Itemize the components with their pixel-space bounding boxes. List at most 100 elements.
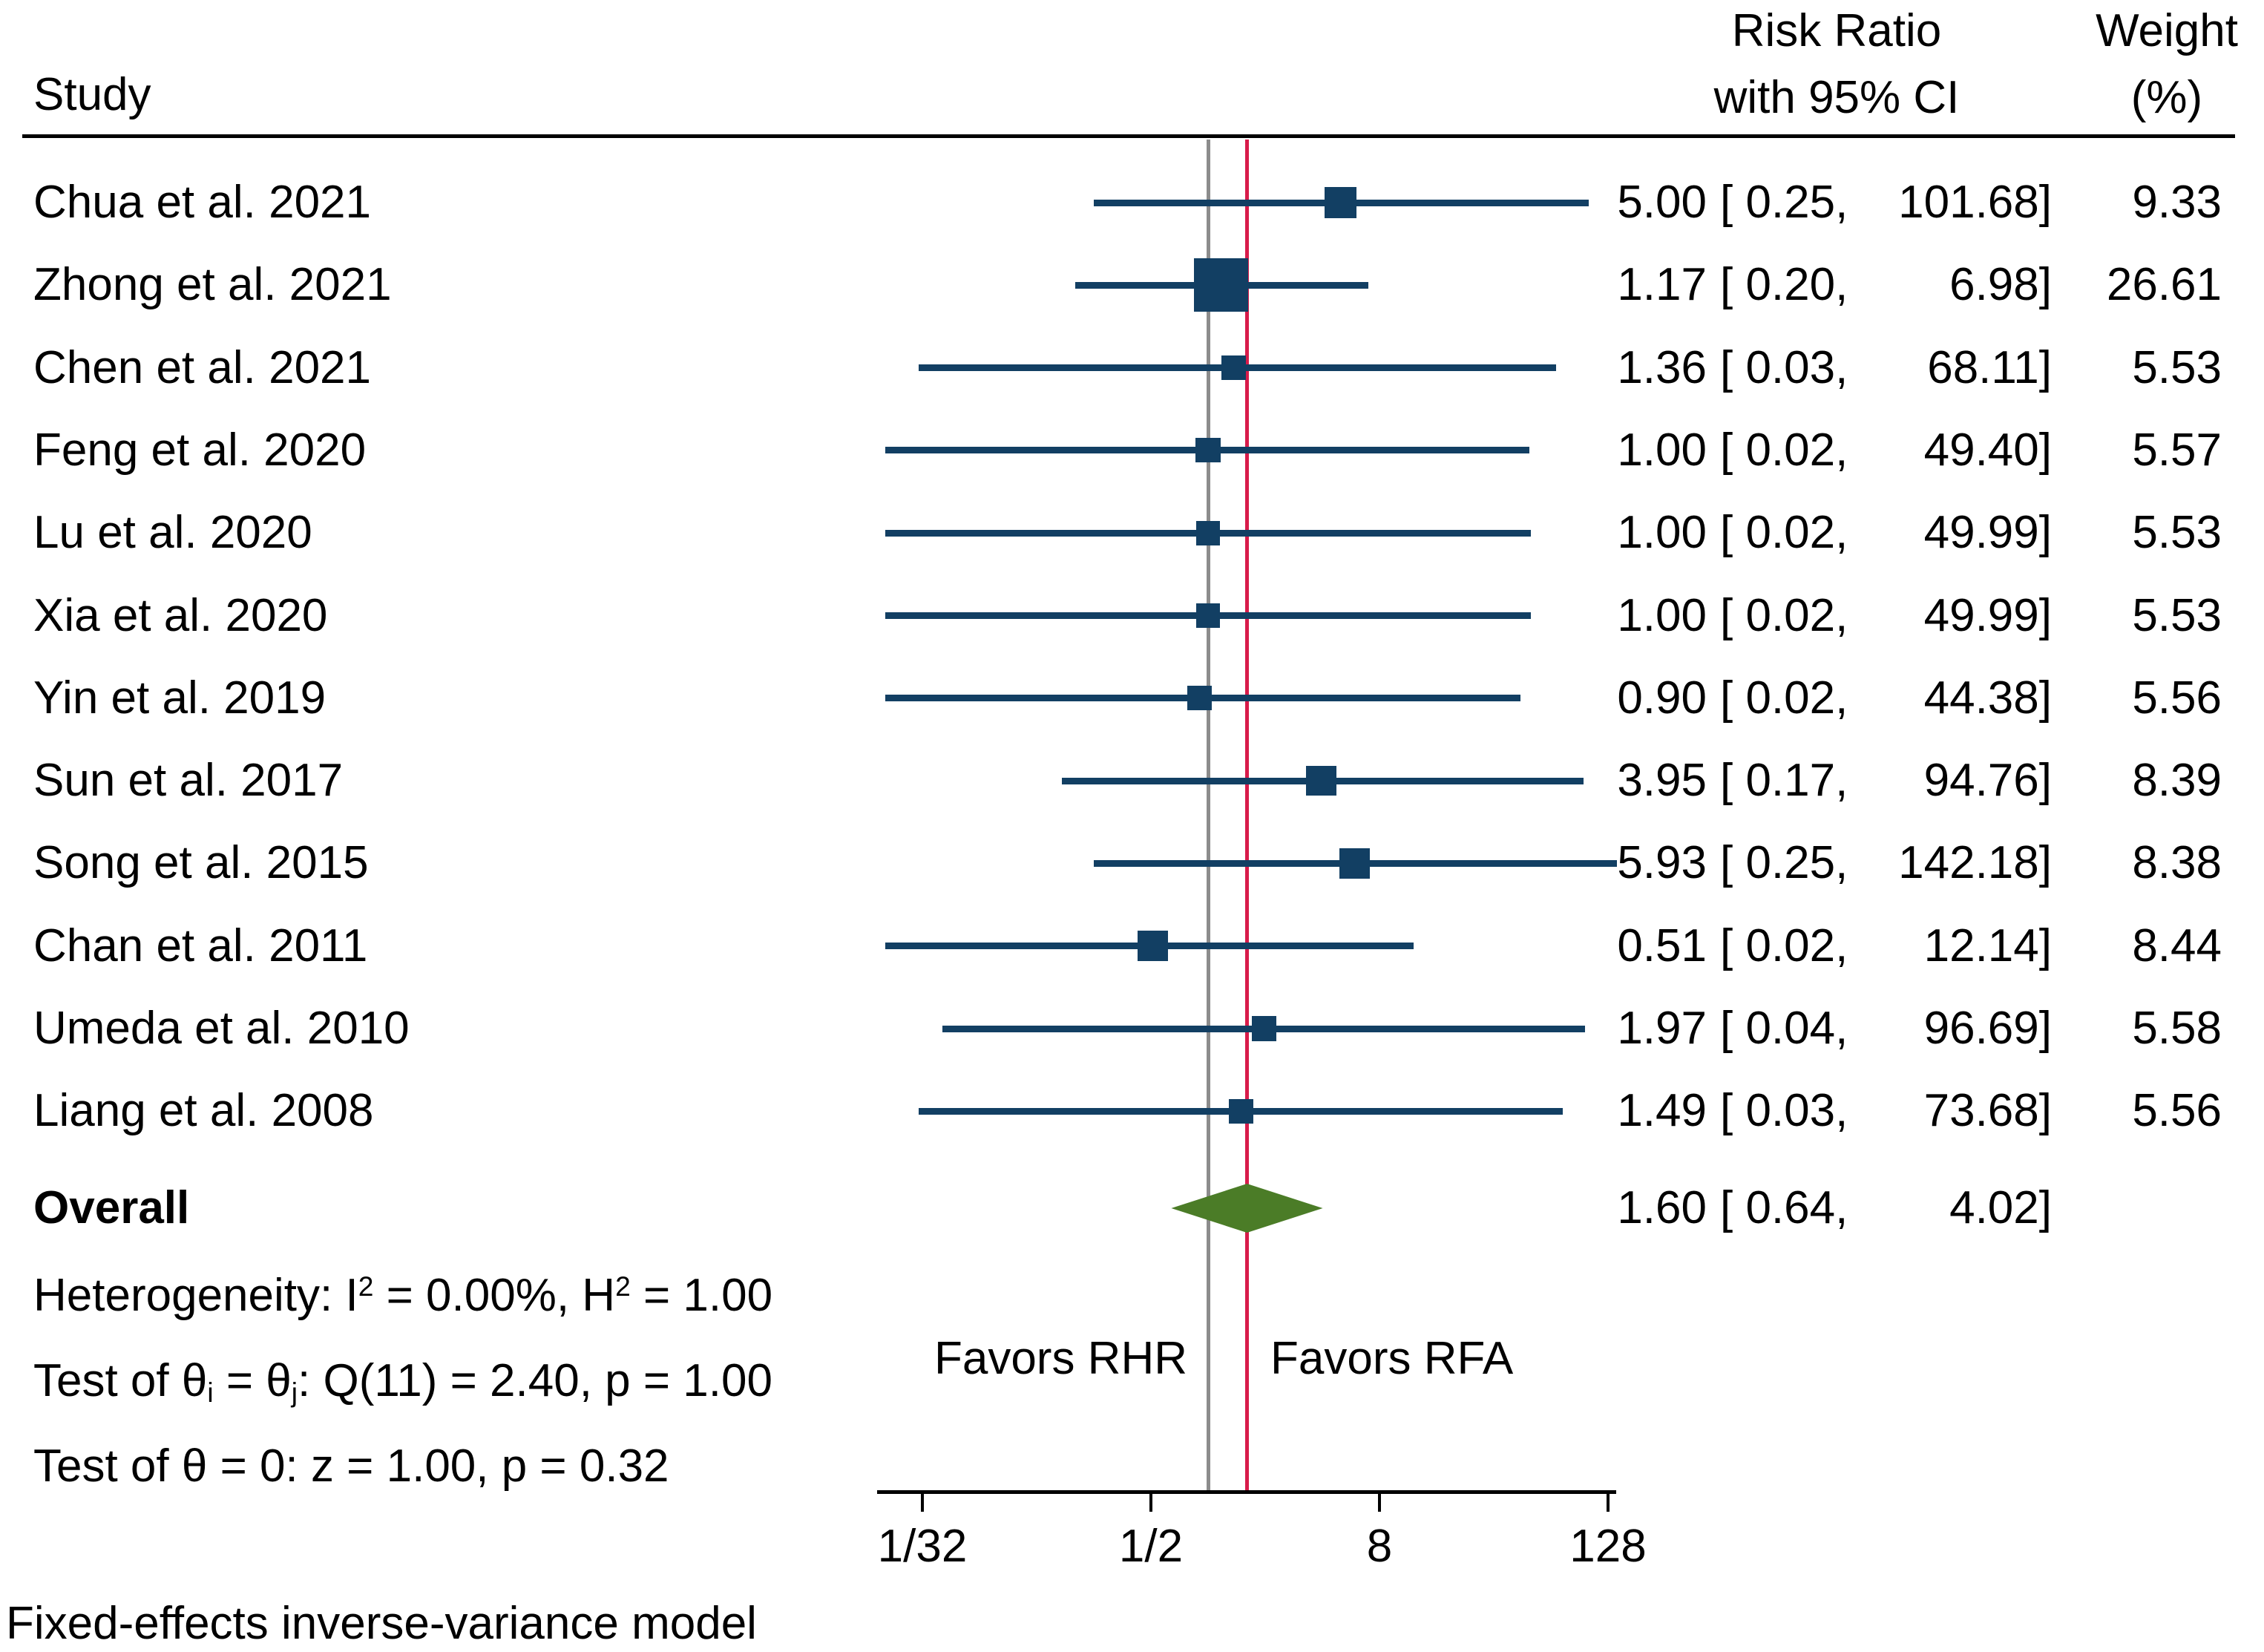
- column-header-riskratio-line1: Risk Ratio: [1731, 5, 1942, 56]
- ci-upper-bound: 4.02]: [1949, 1182, 2052, 1233]
- study-name: Zhong et al. 2021: [33, 259, 392, 311]
- weight-value: 5.53: [2132, 589, 2222, 641]
- ci-upper-bound: 49.99]: [1923, 507, 2052, 559]
- favors-right-label: Favors RFA: [1270, 1333, 1514, 1384]
- ci-upper-bound: 96.69]: [1923, 1003, 2052, 1054]
- stat-text: θ: [266, 1355, 292, 1406]
- stat-line: Test of θ = 0: z = 1.00, p = 0.32: [33, 1440, 669, 1493]
- study-name: Xia et al. 2020: [33, 589, 328, 641]
- study-name: Chua et al. 2021: [33, 177, 372, 228]
- study-name: Liang et al. 2008: [33, 1085, 374, 1137]
- ci-lower-bound: [ 0.03,: [1720, 1085, 1848, 1137]
- risk-ratio-estimate: 1.49: [1617, 1085, 1707, 1137]
- risk-ratio-estimate: 5.00: [1617, 177, 1707, 228]
- ci-lower-bound: [ 0.17,: [1720, 755, 1848, 807]
- ci-upper-bound: 6.98]: [1949, 259, 2052, 311]
- study-name: Sun et al. 2017: [33, 755, 344, 807]
- ci-lower-bound: [ 0.02,: [1720, 424, 1848, 476]
- risk-ratio-estimate: 1.36: [1617, 341, 1707, 393]
- effect-size-square: [1228, 1098, 1253, 1124]
- stat-text: Test of: [33, 1440, 182, 1492]
- x-axis-line: [877, 1490, 1616, 1494]
- study-name: Umeda et al. 2010: [33, 1003, 410, 1054]
- ci-lower-bound: [ 0.02,: [1720, 920, 1848, 971]
- ci-lower-bound: [ 0.25,: [1720, 837, 1848, 889]
- study-name: Chan et al. 2011: [33, 920, 368, 971]
- stat-text: θ: [181, 1440, 208, 1492]
- ci-upper-bound: 12.14]: [1923, 920, 2052, 971]
- ci-upper-bound: 94.76]: [1923, 755, 2052, 807]
- weight-value: 5.56: [2132, 1085, 2222, 1137]
- x-axis-tick-label: 1/32: [877, 1521, 968, 1572]
- risk-ratio-estimate: 1.60: [1617, 1182, 1707, 1233]
- stat-line: Test of θi = θj: Q(11) = 2.40, p = 1.00: [33, 1354, 772, 1408]
- stat-text: Test of: [33, 1355, 182, 1406]
- stat-text: = 0.00%, H: [373, 1270, 616, 1321]
- weight-value: 5.57: [2132, 424, 2222, 476]
- ci-lower-bound: [ 0.02,: [1720, 507, 1848, 559]
- favors-left-label: Favors RHR: [934, 1333, 1187, 1384]
- effect-size-square: [1195, 520, 1221, 545]
- effect-size-square: [1251, 1016, 1276, 1041]
- subscript: i: [207, 1377, 214, 1409]
- null-effect-reference-line: [1206, 140, 1210, 1490]
- stat-text: =: [213, 1355, 266, 1406]
- risk-ratio-estimate: 0.51: [1617, 920, 1707, 971]
- weight-value: 8.38: [2132, 837, 2222, 889]
- study-name: Lu et al. 2020: [33, 507, 312, 559]
- stat-text: = 0: z = 1.00, p = 0.32: [207, 1440, 669, 1492]
- study-name: Feng et al. 2020: [33, 424, 367, 476]
- effect-size-square: [1195, 438, 1221, 463]
- weight-value: 5.53: [2132, 341, 2222, 393]
- effect-size-square: [1221, 355, 1246, 381]
- x-axis-tick-mark: [1378, 1494, 1381, 1512]
- superscript: 2: [358, 1270, 374, 1302]
- weight-value: 9.33: [2132, 177, 2222, 228]
- subscript: j: [291, 1377, 298, 1409]
- stat-text: : Q(11) = 2.40, p = 1.00: [298, 1355, 772, 1406]
- ci-lower-bound: [ 0.04,: [1720, 1003, 1848, 1054]
- ci-upper-bound: 49.40]: [1923, 424, 2052, 476]
- column-header-weight-line2: (%): [2130, 72, 2203, 123]
- stat-text: = 1.00: [630, 1270, 773, 1321]
- study-name: Song et al. 2015: [33, 837, 369, 889]
- ci-lower-bound: [ 0.03,: [1720, 341, 1848, 393]
- ci-upper-bound: 68.11]: [1927, 341, 2052, 393]
- risk-ratio-estimate: 3.95: [1617, 755, 1707, 807]
- weight-value: 5.53: [2132, 507, 2222, 559]
- ci-lower-bound: [ 0.64,: [1720, 1182, 1848, 1233]
- column-header-weight-line1: Weight: [2096, 5, 2238, 56]
- effect-size-square: [1137, 931, 1168, 962]
- ci-upper-bound: 73.68]: [1923, 1085, 2052, 1137]
- stat-line: Heterogeneity: I2 = 0.00%, H2 = 1.00: [33, 1269, 772, 1322]
- weight-value: 8.44: [2132, 920, 2222, 971]
- superscript: 2: [615, 1270, 631, 1302]
- risk-ratio-estimate: 1.17: [1617, 259, 1707, 311]
- overall-label: Overall: [33, 1182, 190, 1233]
- header-separator-line: [22, 134, 2235, 138]
- ci-upper-bound: 142.18]: [1898, 837, 2052, 889]
- overall-estimate-reference-line: [1244, 140, 1249, 1490]
- effect-size-square: [1195, 603, 1221, 628]
- risk-ratio-estimate: 1.97: [1617, 1003, 1707, 1054]
- ci-lower-bound: [ 0.02,: [1720, 589, 1848, 641]
- ci-lower-bound: [ 0.25,: [1720, 177, 1848, 228]
- ci-upper-bound: 101.68]: [1898, 177, 2052, 228]
- weight-value: 5.56: [2132, 672, 2222, 724]
- x-axis-tick-label: 1/2: [1118, 1521, 1184, 1572]
- ci-lower-bound: [ 0.20,: [1720, 259, 1848, 311]
- effect-size-square: [1187, 686, 1212, 711]
- stat-text: Heterogeneity: I: [33, 1270, 358, 1321]
- weight-value: 8.39: [2132, 755, 2222, 807]
- risk-ratio-estimate: 5.93: [1617, 837, 1707, 889]
- effect-size-square: [1194, 258, 1248, 312]
- effect-size-square: [1306, 765, 1336, 796]
- x-axis-tick-label: 8: [1366, 1521, 1393, 1572]
- x-axis-tick-mark: [1149, 1494, 1152, 1512]
- overall-diamond: [1171, 1184, 1323, 1233]
- risk-ratio-estimate: 1.00: [1617, 507, 1707, 559]
- effect-size-square: [1339, 848, 1370, 879]
- x-axis-tick-label: 128: [1569, 1521, 1647, 1572]
- stat-text: θ: [181, 1355, 208, 1406]
